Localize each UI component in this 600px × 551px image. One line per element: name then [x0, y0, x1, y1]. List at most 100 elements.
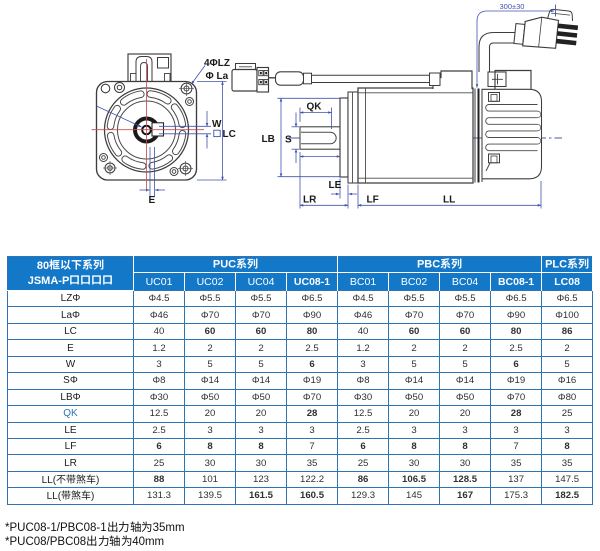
value-cell: 8 [439, 437, 492, 456]
motor-body [357, 87, 474, 184]
value-cell: Φ14 [388, 372, 441, 390]
table-row: LF 6 8 8 7 6 8 8 7 8 [7, 437, 594, 456]
spec-table: 80 JSMA-P PUC PBC PLC UC01 UC02 UC04 UC08-1 BC01 B… [7, 256, 594, 505]
label-e: E [149, 195, 156, 206]
label-le: LE [329, 180, 342, 191]
model-header: UC01 [133, 272, 185, 291]
row-label: W [7, 355, 134, 374]
row-label: LR [7, 454, 134, 472]
rear-cover [481, 88, 543, 180]
front-dimensions [96, 65, 227, 197]
model-header: UC08-1 [286, 272, 339, 291]
value-cell: 182.5 [541, 487, 594, 505]
row-label: LL() [7, 470, 134, 489]
cjk-glyph [92, 275, 102, 285]
value-cell: Φ46 [337, 306, 390, 324]
value-cell: 8 [388, 437, 441, 456]
value-cell: 30 [235, 454, 287, 472]
encoder-cable-left [268, 71, 441, 86]
label-lc: LC [223, 129, 236, 140]
series-header: PLC [541, 256, 594, 273]
cjk-glyph [86, 473, 96, 484]
table-row: LBΦ Φ30 Φ50 Φ50 Φ70 Φ30 Φ50 Φ50 Φ70 Φ80 [7, 388, 594, 407]
cjk-glyph [103, 275, 113, 285]
value-cell: 167 [439, 487, 492, 505]
value-cell: 40 [337, 322, 390, 341]
value-cell: 6 [490, 355, 543, 374]
motor-dimension-drawing: 4ΦLZ Φ La W LC E [91, 2, 579, 209]
value-cell: Φ80 [541, 388, 594, 407]
value-cell: Φ30 [133, 388, 185, 407]
model-header: BC02 [388, 272, 441, 291]
value-cell: Φ16 [541, 372, 594, 390]
model-header: BC01 [337, 272, 390, 291]
label-qk: QK [307, 102, 323, 113]
value-cell: 6 [133, 437, 185, 456]
value-cell: 131.3 [133, 487, 185, 505]
value-cell: Φ4.5 [133, 289, 185, 308]
cjk-glyph [60, 259, 71, 270]
value-cell: 60 [184, 322, 236, 341]
value-cell: 106.5 [388, 470, 441, 489]
square-symbol [213, 129, 221, 138]
rear-cover-fittings [485, 92, 500, 172]
row-label: LaΦ [7, 306, 134, 324]
value-cell: 3 [388, 421, 441, 439]
value-cell: 145 [388, 487, 441, 505]
value-cell: Φ46 [133, 306, 185, 324]
value-cell: 160.5 [285, 487, 339, 505]
value-cell: Φ90 [285, 306, 339, 324]
value-cell: Φ5.5 [439, 289, 492, 308]
value-cell: Φ19 [490, 372, 543, 390]
value-cell: Φ30 [337, 388, 390, 407]
cjk-glyph [451, 258, 462, 269]
series-header: PBC [337, 256, 543, 273]
value-cell: 101 [184, 470, 236, 489]
footnotes: *PUC08-1/PBC08-1 35mm *PUC08/PBC08 40mm [5, 520, 185, 550]
value-cell: Φ50 [184, 388, 236, 407]
value-cell: 3 [490, 421, 543, 439]
value-cell: 35 [285, 454, 339, 472]
front-connector-bracket [127, 53, 172, 83]
value-cell: 60 [388, 322, 441, 341]
model-header: UC04 [235, 272, 287, 291]
model-header-row: UC01 UC02 UC04 UC08-1 BC01 BC02 BC04 BC08-1 LC08 [8, 272, 594, 291]
label-w: W [212, 119, 222, 130]
value-cell: 35 [541, 454, 594, 472]
row-label: LF [7, 437, 134, 456]
cjk-glyph [93, 259, 104, 270]
value-cell: 80 [285, 322, 339, 341]
table-row: LR 25 30 30 35 25 30 30 35 35 [7, 454, 594, 472]
model-header: UC02 [184, 272, 236, 291]
value-cell: 6 [337, 437, 390, 456]
spec-table-wrap: 80 JSMA-P PUC PBC PLC UC01 UC02 UC04 UC08-1 BC01 B… [7, 256, 594, 505]
cjk-glyph [141, 520, 152, 532]
row-label: LE [7, 421, 134, 439]
label-s: S [285, 135, 292, 146]
table-row: LL() 88 101 123 122.2 86 106.5 128.5 137 147.5 [7, 470, 594, 489]
cjk-glyph [121, 535, 132, 547]
value-cell: 28 [285, 405, 339, 423]
value-cell: 1.2 [337, 339, 390, 357]
cjk-glyph [247, 258, 258, 269]
corner-header-line2: JSMA-P [8, 274, 133, 289]
value-cell: 86 [337, 470, 390, 489]
cjk-glyph [81, 490, 91, 500]
value-cell: 5 [541, 355, 594, 374]
value-cell: 28 [490, 405, 543, 423]
value-cell: 3 [541, 421, 594, 439]
value-cell: 7 [490, 437, 543, 456]
value-cell: 139.5 [184, 487, 236, 505]
value-cell: 128.5 [439, 470, 492, 489]
value-cell: 129.3 [337, 487, 390, 505]
label-ll: LL [443, 195, 455, 206]
mounting-holes [99, 81, 194, 176]
value-cell: Φ4.5 [337, 289, 390, 308]
cjk-glyph [107, 520, 117, 532]
cjk-glyph [87, 535, 97, 547]
cjk-glyph [109, 535, 120, 547]
value-cell: 80 [490, 322, 543, 341]
pilot-boss [339, 97, 349, 178]
label-lf: LF [367, 195, 379, 206]
cjk-glyph [82, 259, 93, 270]
